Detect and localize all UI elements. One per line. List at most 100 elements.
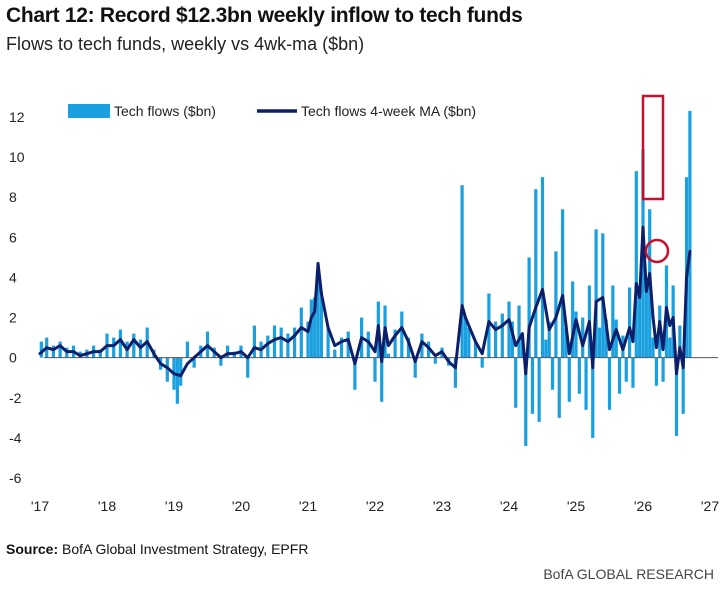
tech-flow-bar-101 xyxy=(591,357,595,438)
chart-canvas: 12 10 8 6 4 2 0 -2 -4 -6 '17 '18 '19 '20 '21 '22 '23 '24… xyxy=(9,94,719,514)
y-tick-label: 6 xyxy=(9,229,17,245)
tech-flow-bar-67 xyxy=(453,357,457,388)
tech-flow-bar-99 xyxy=(584,357,588,410)
tech-flow-bar-0 xyxy=(39,341,43,358)
tech-flow-bar-114 xyxy=(634,171,638,358)
tech-flow-bar-124 xyxy=(668,337,672,358)
tech-flow-bar-41 xyxy=(306,321,310,358)
tech-flow-bar-113 xyxy=(631,357,635,388)
tech-flow-bar-81 xyxy=(524,357,528,446)
tech-flow-bar-64 xyxy=(433,357,437,364)
ma-highlight-circle xyxy=(644,238,670,264)
tech-flow-bar-105 xyxy=(604,319,608,358)
tech-flow-bar-33 xyxy=(252,325,256,358)
tech-flow-bar-50 xyxy=(353,357,357,390)
tech-flow-bar-60 xyxy=(406,337,411,358)
tech-flow-bar-92 xyxy=(561,209,565,358)
y-tick-label: -6 xyxy=(9,470,22,486)
tech-flow-bar-122 xyxy=(661,357,665,382)
tech-flow-bar-43 xyxy=(313,297,317,358)
tech-flow-bar-45 xyxy=(319,291,323,358)
tech-flow-bar-95 xyxy=(571,281,575,358)
tech-flow-bar-58 xyxy=(393,329,397,358)
tech-flow-bar-87 xyxy=(544,339,548,358)
x-tick-label: '20 xyxy=(232,498,250,514)
tech-flow-bar-77 xyxy=(510,321,514,358)
tech-flow-bar-89 xyxy=(550,357,555,390)
source-text: BofA Global Investment Strategy, EPFR xyxy=(58,541,309,557)
legend-ma-label: Tech flows 4-week MA ($bn) xyxy=(301,103,476,119)
x-tick-label: '23 xyxy=(433,498,451,514)
bars-layer xyxy=(39,110,692,446)
y-tick-label: 2 xyxy=(9,310,17,326)
x-tick-label: '17 xyxy=(31,498,49,514)
tech-flow-bar-29 xyxy=(226,345,230,358)
tech-flow-bar-39 xyxy=(293,327,297,358)
source-label: Source: xyxy=(6,541,59,557)
y-tick-label: 8 xyxy=(9,189,17,205)
tech-flow-bar-119 xyxy=(651,337,655,358)
y-tick-label: -2 xyxy=(9,390,22,406)
y-tick-label: 0 xyxy=(9,350,17,366)
tech-flow-bar-79 xyxy=(517,305,521,358)
tech-flow-bar-57 xyxy=(386,353,390,358)
tech-flow-bar-40 xyxy=(299,307,303,358)
tech-flow-bar-102 xyxy=(594,229,598,358)
tech-flow-bar-46 xyxy=(326,327,330,358)
x-tick-label: '27 xyxy=(701,498,719,514)
tech-flow-bar-52 xyxy=(366,331,370,358)
source-note: Source: BofA Global Investment Strategy,… xyxy=(6,541,308,557)
tech-flow-bar-69 xyxy=(463,317,468,358)
x-tick-label: '22 xyxy=(366,498,384,514)
highlight-layer xyxy=(641,94,670,264)
y-axis-ticks: 12 10 8 6 4 2 0 -2 -4 -6 xyxy=(9,109,25,486)
tech-flow-bar-85 xyxy=(537,357,541,422)
tech-flow-bar-37 xyxy=(279,327,283,358)
tech-flow-bar-23 xyxy=(185,341,189,358)
legend-bars-label: Tech flows ($bn) xyxy=(114,103,216,119)
tech-flow-bar-61 xyxy=(413,357,417,378)
tech-flow-bar-93 xyxy=(564,327,568,358)
tech-flow-bar-94 xyxy=(567,357,571,402)
y-tick-label: 10 xyxy=(9,149,25,165)
x-tick-label: '24 xyxy=(500,498,518,514)
tech-flow-bar-28 xyxy=(219,357,223,366)
tech-flow-bar-98 xyxy=(581,317,585,358)
tech-flow-bar-12 xyxy=(118,329,122,358)
tech-flow-bar-106 xyxy=(607,357,612,410)
tech-flow-bar-11 xyxy=(112,337,116,358)
tech-flow-bar-24 xyxy=(192,357,196,368)
tech-flow-bar-96 xyxy=(574,311,578,358)
tech-flow-bar-59 xyxy=(400,311,404,358)
tech-flow-bar-83 xyxy=(530,357,535,414)
y-tick-label: 4 xyxy=(9,269,17,285)
tech-flow-bar-21 xyxy=(175,357,179,404)
tech-flow-bar-126 xyxy=(674,357,679,436)
tech-flow-bar-112 xyxy=(628,287,632,358)
tech-flow-bar-14 xyxy=(132,333,136,358)
tech-flow-bar-76 xyxy=(507,301,511,358)
tech-flow-bar-120 xyxy=(654,357,658,386)
tech-flow-bar-88 xyxy=(547,321,551,358)
tech-flow-bar-70 xyxy=(467,327,471,358)
tech-flow-bar-74 xyxy=(494,321,498,358)
tech-flow-bar-55 xyxy=(380,357,384,402)
tech-flow-bar-84 xyxy=(534,189,538,358)
tech-flow-bar-75 xyxy=(500,313,504,358)
x-tick-label: '19 xyxy=(165,498,183,514)
chart-title: Chart 12: Record $12.3bn weekly inflow t… xyxy=(6,4,523,27)
tech-flow-bar-47 xyxy=(333,349,337,358)
x-axis-ticks: '17 '18 '19 '20 '21 '22 '23 '24 '25 '26 '27 xyxy=(31,498,719,514)
legend-bars-swatch xyxy=(68,104,110,118)
tech-flow-bar-53 xyxy=(373,357,377,382)
y-tick-label: 12 xyxy=(9,109,25,125)
tech-flow-bar-68 xyxy=(460,185,464,358)
tech-flow-bar-115 xyxy=(638,287,642,358)
brand-footer: BofA GLOBAL RESEARCH xyxy=(543,566,714,582)
tech-flow-bar-35 xyxy=(266,335,270,358)
tech-flow-bar-82 xyxy=(527,257,531,358)
tech-flow-bar-91 xyxy=(557,357,561,418)
tech-flow-bar-117 xyxy=(644,289,648,358)
x-tick-label: '26 xyxy=(634,498,652,514)
tech-flow-bar-130 xyxy=(688,110,692,358)
